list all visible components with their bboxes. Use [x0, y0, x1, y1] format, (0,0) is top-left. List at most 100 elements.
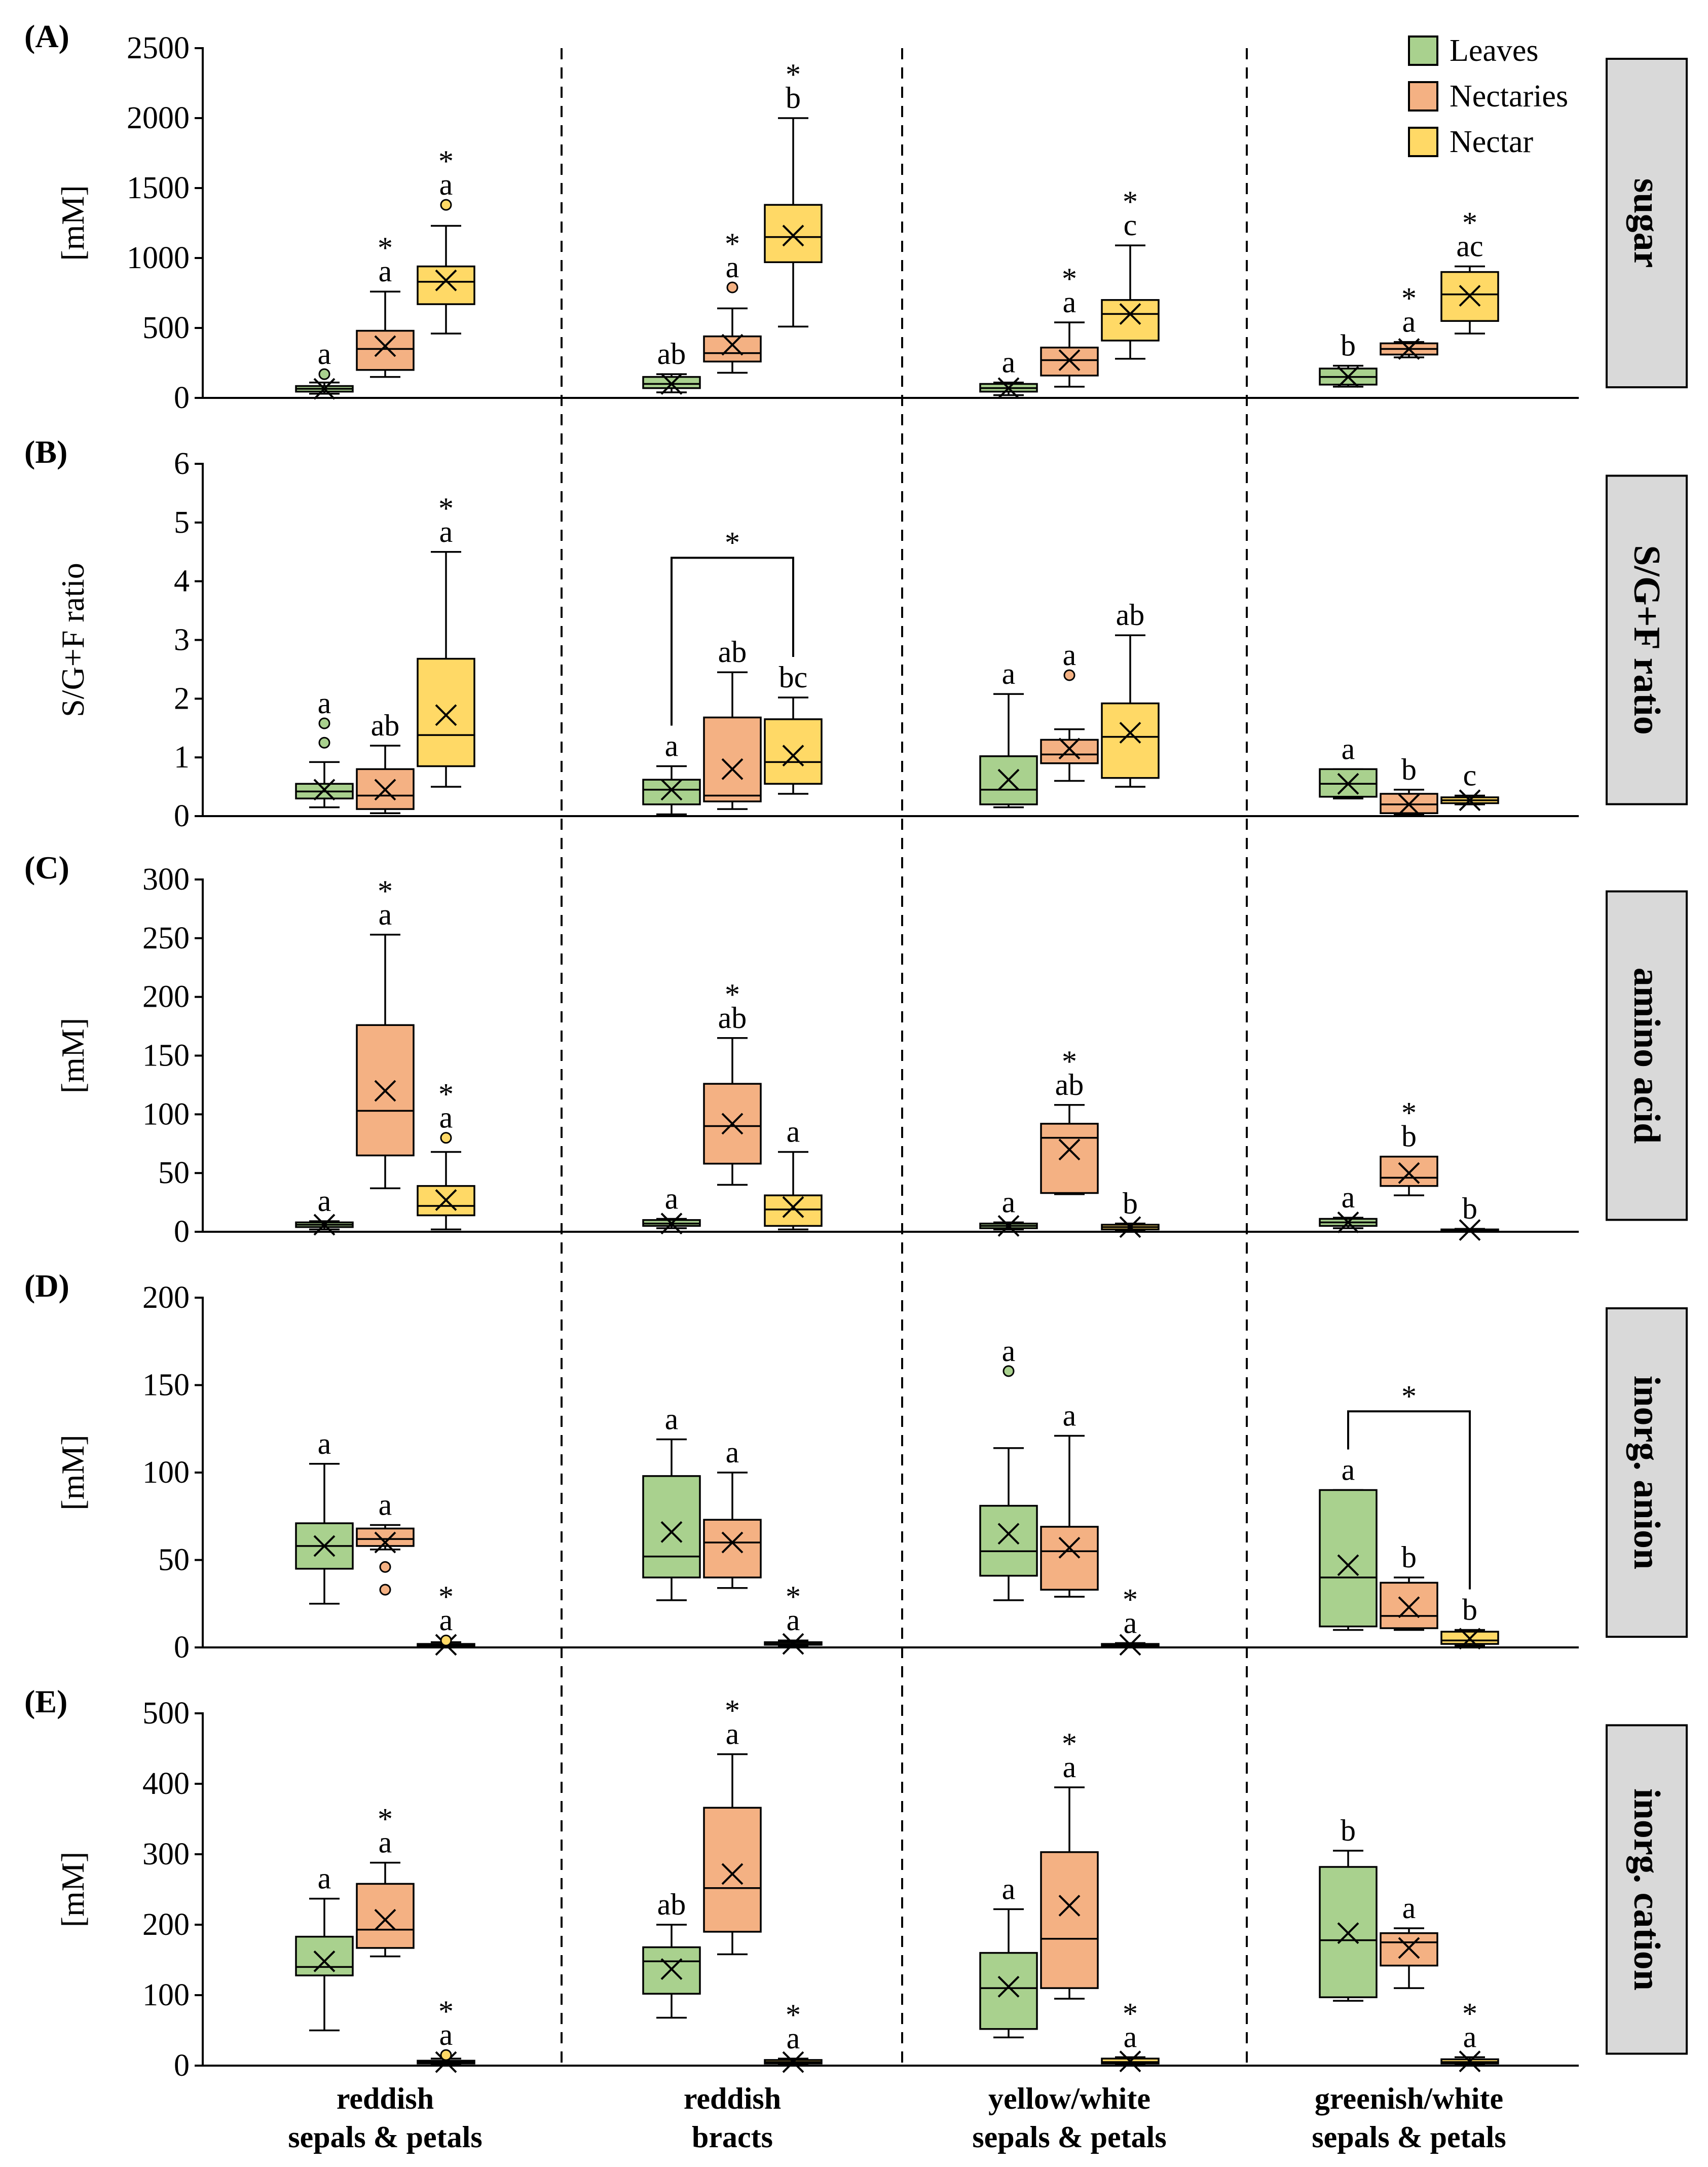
legend-label-nectaries: Nectaries: [1450, 79, 1568, 114]
significance-letter: a: [1463, 2020, 1477, 2053]
significance-star: *: [1401, 282, 1417, 315]
y-tick-label: 400: [142, 1767, 190, 1801]
significance-letter: a: [665, 1182, 679, 1216]
iqr-box: [979, 1952, 1038, 2030]
outlier-point: [726, 281, 738, 293]
category-label: reddish bracts: [684, 2082, 781, 2154]
y-tick-label: 300: [142, 862, 190, 897]
significance-letter: a: [1002, 346, 1016, 379]
significance-star: *: [1062, 1045, 1077, 1078]
significance-letter: c: [1124, 208, 1137, 242]
significance-star: *: [1401, 1096, 1417, 1130]
mean-marker: [1398, 793, 1420, 816]
mean-marker: [721, 758, 744, 780]
iqr-box: [703, 335, 762, 362]
panel-label: (D): [24, 1268, 69, 1304]
mean-marker: [374, 1908, 396, 1931]
box-nectar-1: a*: [417, 1580, 475, 1656]
significance-letter: ab: [657, 1888, 686, 1921]
box-nectaries-2: a: [703, 1436, 762, 1589]
significance-letter: a: [1063, 285, 1076, 319]
box-nectaries-4: a: [1380, 1891, 1438, 1989]
significance-letter: a: [665, 729, 679, 763]
y-axis-label: S/G+F ratio: [55, 563, 91, 717]
box-nectar-4: a*: [1440, 1997, 1499, 2073]
mean-marker: [1398, 338, 1420, 360]
mean-marker: [435, 704, 457, 726]
outlier-point: [379, 1561, 391, 1573]
outlier-point: [1002, 1365, 1015, 1377]
iqr-box: [1040, 1123, 1099, 1194]
iqr-box: [1101, 702, 1160, 779]
mean-marker: [1459, 789, 1481, 812]
y-tick-label: 5: [174, 505, 190, 540]
mean-marker: [1058, 738, 1081, 760]
y-tick-label: 0: [174, 1630, 190, 1665]
y-tick-label: 200: [142, 1280, 190, 1315]
significance-star: *: [1062, 262, 1077, 296]
y-tick-label: 2: [174, 681, 190, 716]
box-nectaries-1: a*: [356, 231, 415, 378]
mean-marker: [1459, 285, 1481, 307]
mean-marker: [1398, 1162, 1420, 1184]
significance-star: *: [438, 1995, 454, 2028]
box-nectaries-3: a*: [1040, 262, 1099, 388]
mean-marker: [721, 1531, 744, 1554]
iqr-box: [1380, 1582, 1438, 1629]
box-leaves-2: a: [642, 729, 701, 816]
box-nectar-2: a*: [764, 1580, 823, 1655]
y-tick-label: 200: [142, 980, 190, 1014]
y-tick-label: 0: [174, 381, 190, 415]
side-label: inorg. cation: [1626, 1788, 1667, 1991]
mean-marker: [1337, 366, 1359, 388]
legend-swatch-nectaries: [1408, 81, 1438, 112]
significance-letter: a: [1063, 1750, 1076, 1784]
panel-label: (E): [24, 1683, 67, 1719]
iqr-box: [703, 716, 762, 802]
mean-marker: [313, 1950, 336, 1972]
box-nectaries-1: a*: [356, 1803, 415, 1958]
category-label-line2: sepals & petals: [288, 2120, 482, 2154]
significance-letter: a: [439, 168, 453, 201]
significance-letter: b: [1341, 1814, 1356, 1847]
significance-letter: ab: [718, 635, 747, 669]
significance-star: *: [1462, 206, 1477, 240]
y-tick-label: 500: [142, 1696, 190, 1731]
box-leaves-1: a: [295, 1427, 354, 1605]
iqr-box: [1101, 299, 1160, 342]
box-nectaries-3: a*: [1040, 1727, 1099, 2000]
iqr-box: [642, 1475, 701, 1578]
significance-letter: ab: [657, 337, 686, 371]
y-tick-label: 100: [142, 1455, 190, 1490]
outlier-point: [440, 2049, 452, 2061]
iqr-box: [1380, 1155, 1438, 1187]
box-leaves-3: a: [979, 1872, 1038, 2039]
category-label: greenish/white sepals & petals: [1312, 2082, 1506, 2154]
legend: Leaves Nectaries Nectar: [1408, 33, 1568, 159]
significance-letter: c: [1463, 758, 1477, 792]
side-label-box: [1606, 1724, 1688, 2055]
mean-marker: [313, 1214, 336, 1236]
y-tick-label: 100: [142, 1978, 190, 2012]
y-tick-label: 2000: [127, 101, 190, 135]
significance-letter: a: [318, 1427, 331, 1460]
outlier-point: [318, 368, 330, 380]
mean-marker: [1119, 722, 1141, 744]
significance-star: *: [1062, 1727, 1077, 1760]
y-tick-label: 0: [174, 799, 190, 833]
significance-letter: a: [1124, 2020, 1137, 2053]
iqr-box: [764, 1194, 823, 1227]
mean-marker: [435, 2051, 457, 2073]
mean-marker: [374, 779, 396, 801]
panel-label: (C): [24, 850, 69, 886]
box-nectar-3: c*: [1101, 185, 1160, 360]
mean-marker: [313, 378, 336, 400]
significance-star: *: [1123, 1583, 1138, 1616]
y-tick-label: 100: [142, 1097, 190, 1131]
y-tick-label: 1500: [127, 171, 190, 205]
significance-star: *: [378, 874, 393, 908]
category-label: reddish sepals & petals: [288, 2082, 482, 2154]
mean-marker: [1058, 1536, 1081, 1559]
significance-letter: a: [1002, 657, 1016, 690]
